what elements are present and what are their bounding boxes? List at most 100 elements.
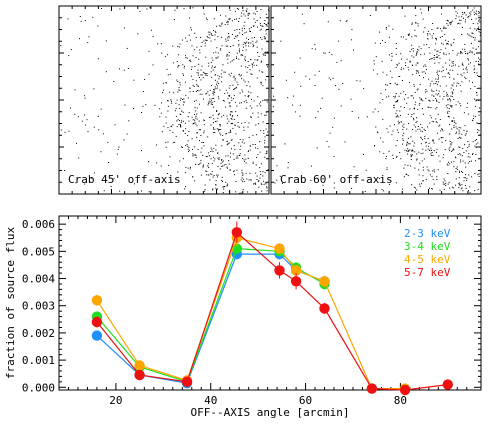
event-dot [237, 84, 239, 86]
event-dot [249, 105, 251, 107]
event-dot [231, 116, 233, 118]
event-dot [114, 124, 116, 126]
event-dot [64, 170, 66, 171]
event-dot [224, 24, 226, 26]
event-dot [235, 181, 237, 182]
event-dot [249, 149, 251, 151]
data-point [442, 379, 453, 390]
event-dot [208, 31, 210, 33]
event-dot [438, 90, 440, 92]
event-dot [254, 21, 256, 23]
event-dot [261, 184, 263, 185]
event-dot [415, 15, 417, 17]
event-dot [391, 53, 393, 54]
event-dot [469, 192, 471, 194]
event-dot [264, 37, 266, 39]
event-dot [226, 167, 228, 169]
event-dot [150, 29, 152, 31]
event-dot [241, 30, 243, 32]
event-dot [183, 98, 185, 100]
event-dot [173, 19, 175, 21]
event-dot [189, 91, 191, 93]
event-dot [372, 69, 374, 71]
event-dot [149, 7, 151, 9]
event-dot [445, 182, 447, 184]
event-dot [233, 171, 235, 173]
event-dot [448, 181, 450, 183]
event-dot [339, 20, 341, 22]
event-dot [442, 157, 444, 159]
event-dot [176, 126, 178, 128]
event-dot [479, 59, 481, 61]
event-dot [231, 99, 233, 101]
event-dot [187, 135, 189, 137]
event-dot [381, 189, 383, 191]
event-dot [403, 126, 405, 128]
event-dot [218, 96, 219, 98]
event-dot [243, 41, 245, 43]
event-dot [217, 157, 219, 159]
event-dot [420, 8, 422, 10]
x-tick-label: 20 [109, 394, 122, 407]
event-dot [351, 111, 353, 112]
event-dot [411, 114, 413, 115]
event-dot [225, 163, 227, 165]
event-dot [478, 130, 480, 132]
event-dot [430, 107, 432, 109]
event-dot [477, 75, 479, 76]
event-dot [212, 34, 214, 36]
event-dot [301, 13, 303, 15]
event-dot [379, 151, 381, 153]
image-panel-45-label: Crab 45' off-axis [68, 173, 181, 186]
event-dot [224, 71, 226, 73]
event-dot [408, 33, 410, 35]
event-dot [232, 127, 234, 129]
event-dot [253, 37, 255, 38]
event-dot [478, 12, 480, 14]
event-dot [428, 78, 430, 80]
event-dot [333, 117, 335, 119]
event-dot [437, 73, 439, 75]
event-dot [460, 73, 462, 75]
event-dot [93, 172, 95, 174]
event-dot [405, 65, 406, 66]
event-dot [327, 21, 329, 23]
event-dot [461, 81, 463, 83]
event-dot [469, 161, 471, 162]
event-dot [167, 100, 168, 102]
event-dot [452, 92, 454, 94]
x-tick-label: 40 [204, 394, 217, 407]
event-dot [261, 190, 263, 192]
event-dot [215, 74, 216, 76]
event-dot [463, 12, 465, 13]
event-dot [431, 89, 433, 91]
event-dot [200, 45, 202, 47]
event-dot [238, 192, 240, 194]
event-dot [197, 72, 199, 74]
event-dot [438, 75, 440, 77]
event-dot [397, 131, 399, 133]
event-dot [101, 8, 102, 9]
event-dot [409, 108, 411, 110]
event-dot [250, 31, 251, 32]
event-dot [292, 95, 294, 97]
event-dot [396, 114, 398, 116]
event-dot [374, 108, 376, 110]
event-dot [430, 154, 432, 156]
event-dot [183, 74, 184, 76]
event-dot [364, 190, 366, 192]
event-dot [222, 186, 224, 188]
event-dot [178, 46, 180, 48]
event-dot [256, 134, 258, 136]
event-dot [332, 126, 334, 128]
event-dot [440, 137, 442, 139]
event-dot [148, 50, 150, 52]
event-dot [414, 29, 416, 31]
event-dot [436, 148, 438, 150]
data-point [290, 265, 302, 276]
event-dot [413, 119, 415, 121]
event-dot [260, 61, 262, 63]
event-dot [160, 165, 162, 167]
event-dot [214, 34, 216, 36]
event-dot [425, 97, 427, 99]
